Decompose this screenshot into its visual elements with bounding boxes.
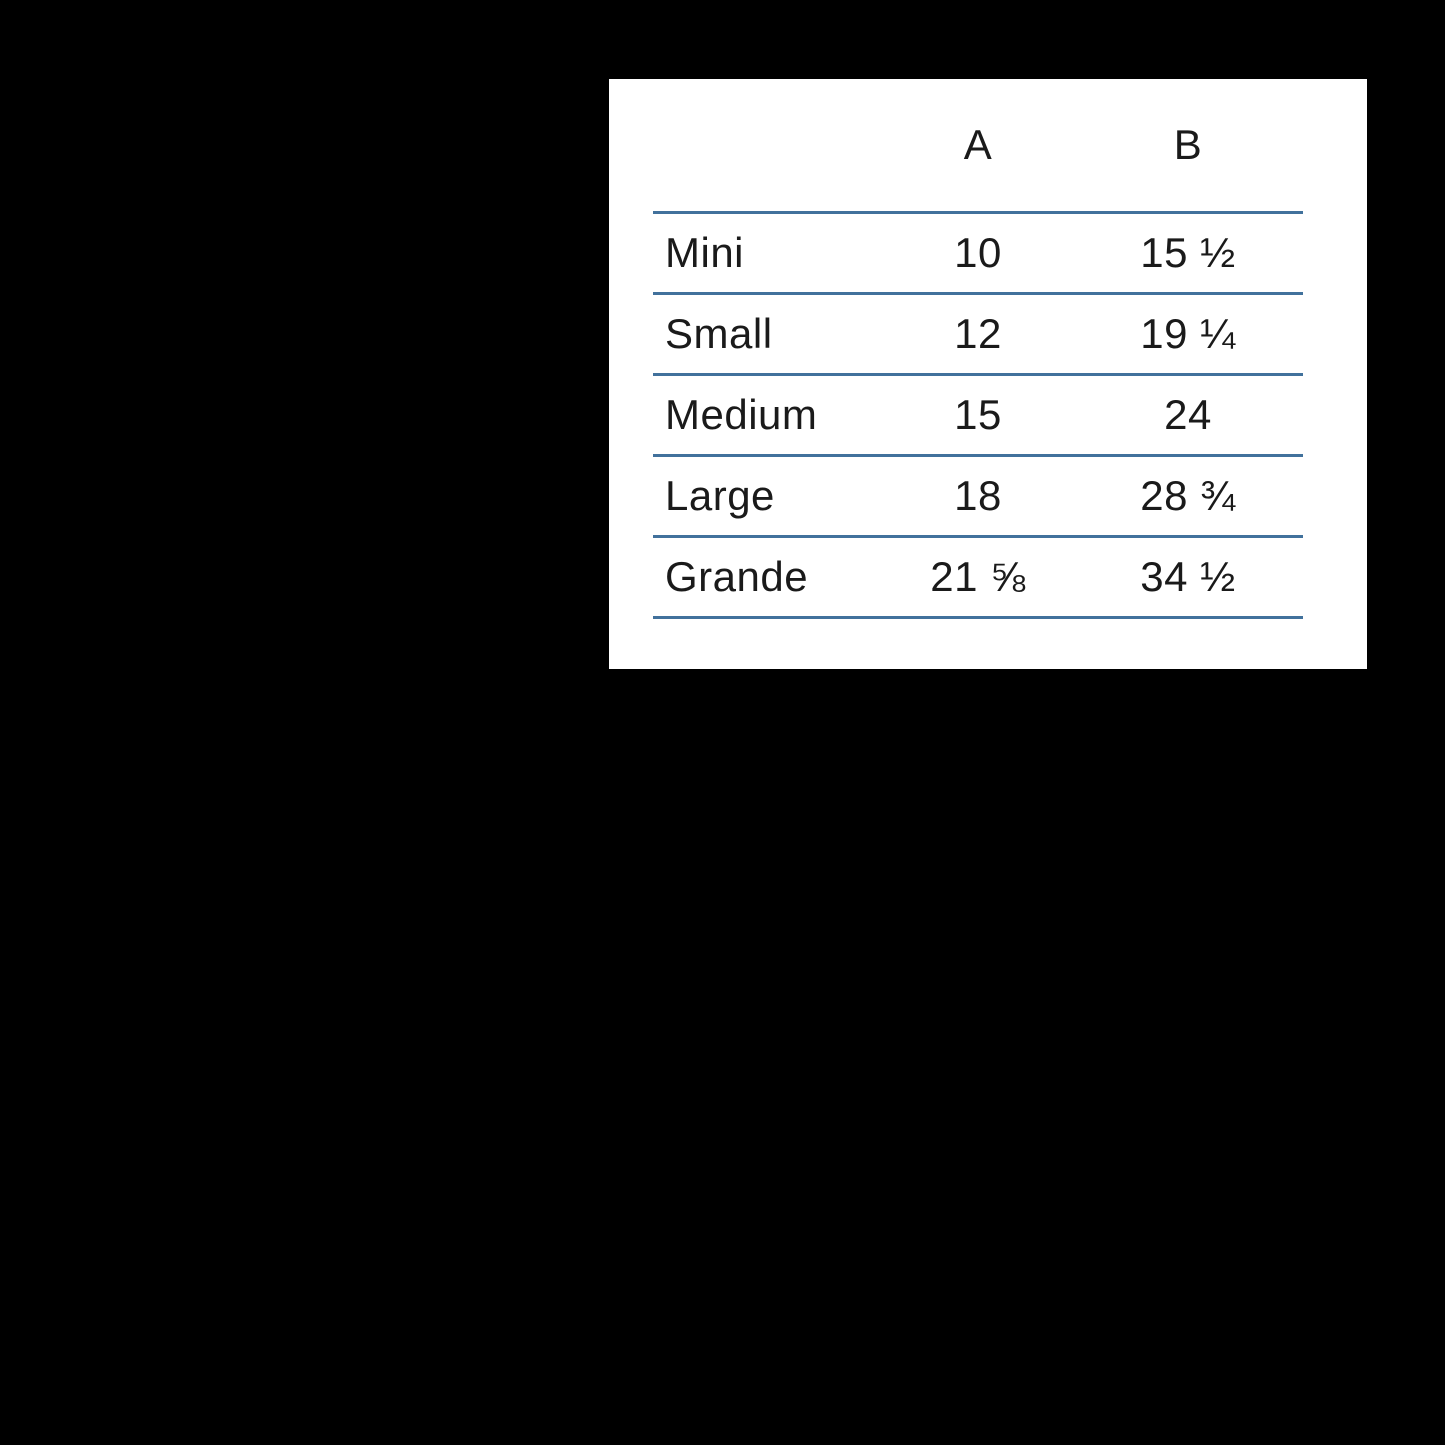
row-label: Small bbox=[665, 310, 773, 357]
value-a: 10 bbox=[954, 229, 1002, 276]
table-header-row: A B bbox=[653, 79, 1303, 211]
column-header-a: A bbox=[963, 121, 993, 168]
table-row: Small 12 19 ¼ bbox=[653, 292, 1303, 373]
value-a: 15 bbox=[954, 391, 1002, 438]
size-table: A B Mini 10 15 ½ Small 12 19 ¼ Medium 15… bbox=[653, 79, 1303, 619]
size-chart-panel: A B Mini 10 15 ½ Small 12 19 ¼ Medium 15… bbox=[609, 79, 1367, 669]
table-row: Grande 21 ⅝ 34 ½ bbox=[653, 535, 1303, 619]
row-label: Mini bbox=[665, 229, 745, 276]
value-a: 21 ⅝ bbox=[930, 553, 1026, 600]
row-label: Grande bbox=[665, 553, 809, 600]
row-label: Large bbox=[665, 472, 775, 519]
row-label: Medium bbox=[665, 391, 818, 438]
table-row: Medium 15 24 bbox=[653, 373, 1303, 454]
value-b: 34 ½ bbox=[1140, 553, 1236, 600]
table-row: Mini 10 15 ½ bbox=[653, 211, 1303, 292]
value-b: 24 bbox=[1164, 391, 1212, 438]
value-b: 28 ¾ bbox=[1140, 472, 1236, 519]
value-a: 18 bbox=[954, 472, 1002, 519]
value-b: 15 ½ bbox=[1140, 229, 1236, 276]
column-header-b: B bbox=[1173, 121, 1203, 168]
table-row: Large 18 28 ¾ bbox=[653, 454, 1303, 535]
value-b: 19 ¼ bbox=[1140, 310, 1236, 357]
value-a: 12 bbox=[954, 310, 1002, 357]
